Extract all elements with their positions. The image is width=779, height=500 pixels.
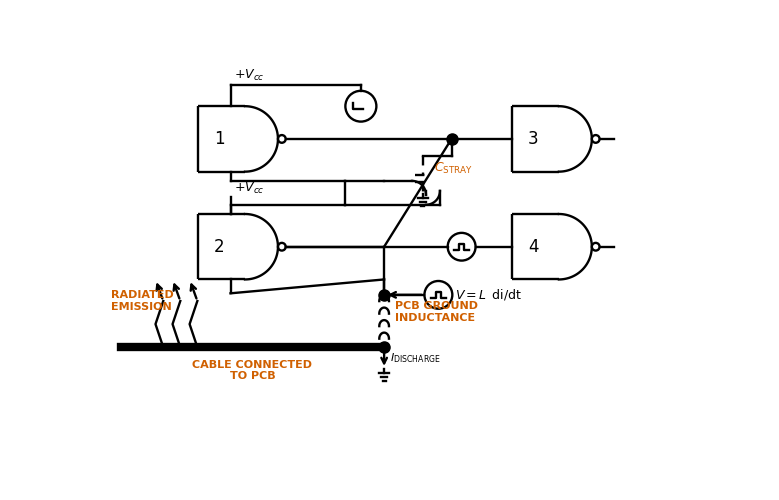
Text: 4: 4	[528, 238, 538, 256]
Text: $+V_{cc}$: $+V_{cc}$	[234, 68, 264, 83]
Text: 2: 2	[214, 238, 224, 256]
Text: $I_{\rm DISCHARGE}$: $I_{\rm DISCHARGE}$	[390, 351, 441, 365]
Text: 3: 3	[528, 130, 538, 148]
Text: CABLE CONNECTED
TO PCB: CABLE CONNECTED TO PCB	[192, 360, 312, 381]
Text: $+V_{cc}$: $+V_{cc}$	[234, 180, 264, 196]
Text: $V = L\,$ di/dt: $V = L\,$ di/dt	[456, 286, 523, 302]
Text: PCB GROUND
INDUCTANCE: PCB GROUND INDUCTANCE	[395, 302, 478, 323]
Text: RADIATED
EMISSION: RADIATED EMISSION	[111, 290, 174, 312]
Text: 1: 1	[214, 130, 224, 148]
Text: $C_{\rm STRAY}$: $C_{\rm STRAY}$	[434, 160, 473, 176]
